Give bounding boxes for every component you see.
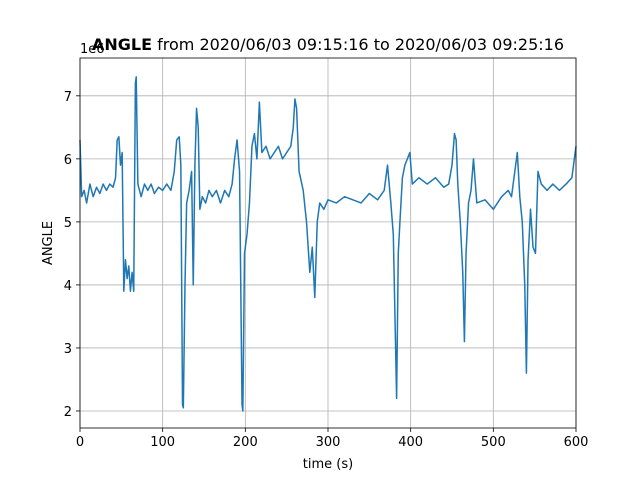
y-tick-label: 2 [64,405,72,420]
y-tick-label: 3 [64,342,72,357]
y-tick-label: 4 [64,279,72,294]
y-tick-label: 7 [64,90,72,105]
x-tick-label: 400 [398,435,423,450]
x-tick-label: 500 [481,435,506,450]
x-tick-label: 200 [233,435,258,450]
chart-title: ANGLE from 2020/06/03 09:15:16 to 2020/0… [92,35,564,54]
offset-text: 1e6 [80,42,105,57]
data-line [79,76,577,412]
x-tick-label: 100 [150,435,175,450]
plot-frame [79,57,577,429]
x-tick-label: 0 [76,435,84,450]
title-bold: ANGLE [92,35,152,54]
y-label: ANGLE [41,221,56,265]
x-tick-label: 300 [316,435,341,450]
x-label: time (s) [303,457,353,472]
y-tick-label: 6 [64,153,72,168]
y-tick-label: 5 [64,216,72,231]
x-tick-label: 600 [564,435,589,450]
title-rest: from 2020/06/03 09:15:16 to 2020/06/03 0… [152,35,564,54]
